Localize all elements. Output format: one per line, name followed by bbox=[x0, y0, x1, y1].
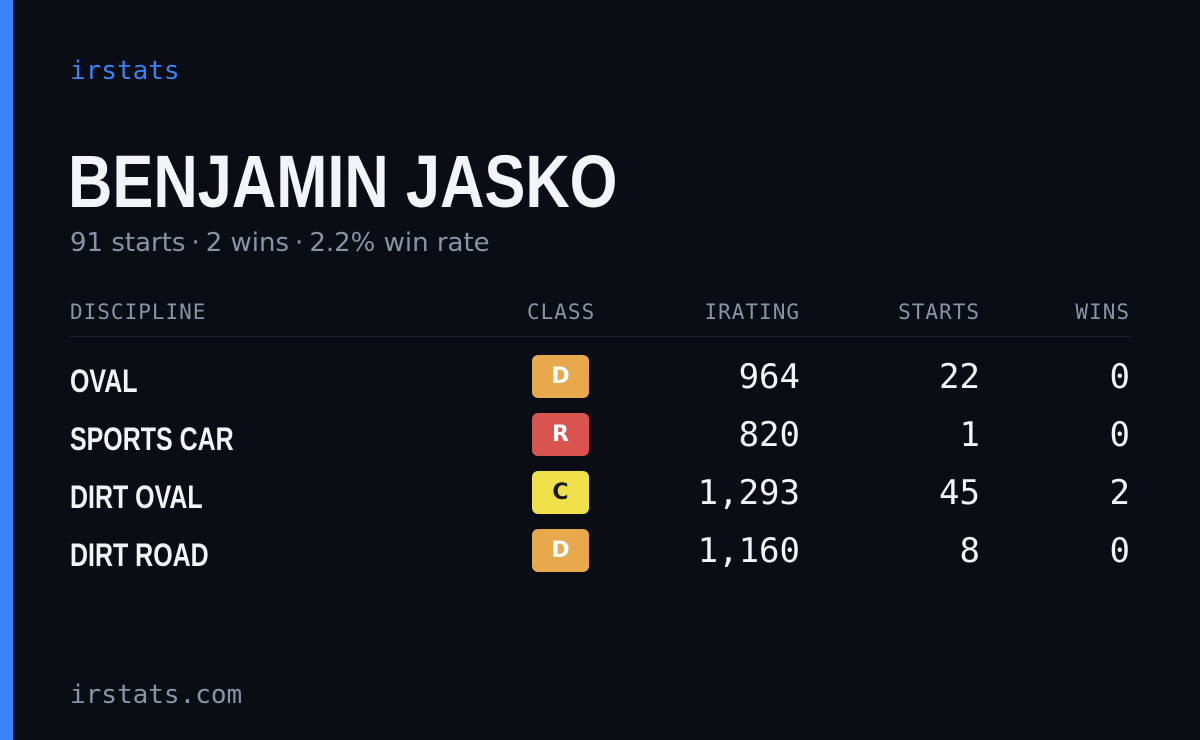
wins-cell: 0 bbox=[1109, 415, 1130, 455]
starts-cell: 22 bbox=[939, 357, 980, 397]
column-header-discipline: DISCIPLINE bbox=[70, 300, 207, 324]
accent-bar bbox=[0, 0, 13, 740]
table-row: DIRT OVAL C 1,293 45 2 bbox=[70, 471, 1130, 529]
license-class-badge: D bbox=[532, 355, 589, 398]
starts-cell: 8 bbox=[959, 531, 980, 571]
irating-cell: 1,293 bbox=[697, 473, 800, 513]
driver-summary: 91 starts · 2 wins · 2.2% win rate bbox=[70, 228, 490, 258]
table-body: OVAL D 964 22 0 SPORTS CAR R 820 1 0 DIR… bbox=[70, 355, 1130, 587]
discipline-cell: DIRT OVAL bbox=[70, 479, 203, 515]
column-header-class: CLASS bbox=[527, 300, 596, 324]
wins-cell: 0 bbox=[1109, 531, 1130, 571]
irating-cell: 1,160 bbox=[697, 531, 800, 571]
column-header-starts: STARTS bbox=[898, 300, 980, 324]
table-row: DIRT ROAD D 1,160 8 0 bbox=[70, 529, 1130, 587]
table-row: OVAL D 964 22 0 bbox=[70, 355, 1130, 413]
starts-summary: 91 starts bbox=[70, 228, 186, 258]
discipline-cell: OVAL bbox=[70, 363, 138, 399]
wins-cell: 0 bbox=[1109, 357, 1130, 397]
stats-table: DISCIPLINE CLASS IRATING STARTS WINS OVA… bbox=[70, 298, 1130, 587]
discipline-cell: SPORTS CAR bbox=[70, 421, 234, 457]
irating-cell: 820 bbox=[738, 415, 800, 455]
irating-cell: 964 bbox=[738, 357, 800, 397]
separator-dot: · bbox=[295, 228, 304, 258]
discipline-cell: DIRT ROAD bbox=[70, 537, 209, 573]
starts-cell: 45 bbox=[939, 473, 980, 513]
license-class-badge: R bbox=[532, 413, 589, 456]
starts-cell: 1 bbox=[959, 415, 980, 455]
win-rate-summary: 2.2% win rate bbox=[309, 228, 490, 258]
license-class-badge: D bbox=[532, 529, 589, 572]
driver-name: BENJAMIN JASKO bbox=[68, 140, 618, 223]
table-row: SPORTS CAR R 820 1 0 bbox=[70, 413, 1130, 471]
wins-summary: 2 wins bbox=[205, 228, 290, 258]
site-url-link[interactable]: irstats.com bbox=[70, 680, 243, 710]
column-header-irating: IRATING bbox=[704, 300, 800, 324]
table-header: DISCIPLINE CLASS IRATING STARTS WINS bbox=[70, 298, 1130, 337]
license-class-badge: C bbox=[532, 471, 589, 514]
separator-dot: · bbox=[191, 228, 200, 258]
brand-logo[interactable]: irstats bbox=[70, 56, 180, 86]
column-header-wins: WINS bbox=[1075, 300, 1130, 324]
wins-cell: 2 bbox=[1109, 473, 1130, 513]
